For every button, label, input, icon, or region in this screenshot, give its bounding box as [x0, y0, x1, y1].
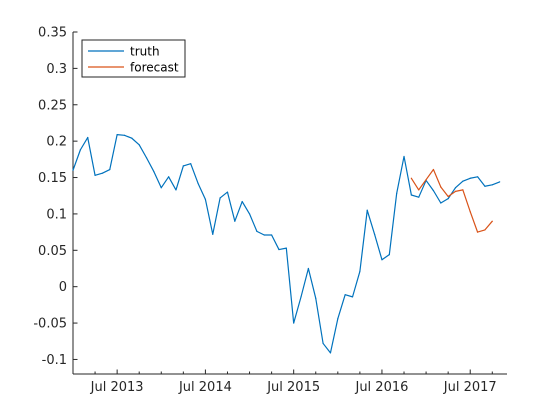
y-tick-label: 0.25 [38, 98, 67, 113]
data-point-truth [226, 191, 229, 193]
data-point-truth [256, 230, 258, 232]
legend-label-forecast: forecast [130, 61, 179, 75]
x-tick-label: Jul 2013 [90, 380, 144, 395]
data-point-truth [403, 155, 405, 158]
legend-box [81, 39, 186, 78]
y-tick-label: 0.2 [46, 135, 67, 150]
data-point-forecast [469, 211, 471, 213]
data-point-truth [168, 176, 170, 178]
data-point-forecast [491, 220, 493, 222]
data-point-truth [329, 352, 332, 354]
data-point-truth [153, 171, 155, 173]
x-tick-label: Jul 2016 [354, 380, 408, 395]
data-point-forecast [410, 177, 412, 179]
data-point-truth [462, 180, 464, 182]
data-point-truth [204, 198, 207, 200]
data-point-truth [87, 136, 89, 139]
data-point-truth [219, 197, 221, 199]
data-point-truth [484, 185, 486, 187]
data-point-truth [123, 134, 126, 136]
data-point-truth [241, 200, 243, 203]
data-point-truth [285, 247, 287, 249]
data-point-truth [432, 190, 435, 192]
data-point-truth [359, 270, 361, 272]
data-point-truth [396, 192, 398, 195]
data-point-truth [190, 163, 192, 165]
data-point-truth [300, 296, 302, 298]
x-tick-label: Jul 2015 [266, 380, 320, 395]
data-point-truth [410, 194, 412, 196]
data-point-forecast [440, 186, 442, 188]
y-tick-label: 0.05 [38, 244, 67, 259]
data-point-truth [145, 157, 148, 159]
data-point-truth [440, 202, 442, 204]
data-point-forecast [484, 229, 486, 231]
data-point-truth [491, 184, 493, 186]
y-tick-label: -0.1 [42, 353, 67, 368]
data-point-truth [351, 296, 354, 298]
data-point-truth [307, 267, 309, 270]
plot-area [73, 32, 507, 374]
data-point-truth [315, 297, 317, 299]
data-point-truth [499, 181, 501, 183]
data-point-truth [263, 234, 265, 236]
data-point-truth [182, 165, 184, 167]
data-point-forecast [476, 231, 479, 233]
data-point-truth [344, 294, 346, 296]
data-point-truth [197, 182, 199, 184]
data-point-truth [271, 234, 273, 236]
data-point-truth [212, 233, 214, 235]
data-point-forecast [462, 189, 464, 191]
legend: truth forecast [81, 39, 186, 78]
legend-label-truth: truth [130, 45, 160, 59]
data-point-truth [175, 189, 177, 191]
data-point-truth [101, 172, 104, 174]
data-point-truth [109, 168, 111, 171]
data-point-truth [234, 220, 236, 222]
data-point-truth [476, 176, 479, 178]
data-point-forecast [425, 179, 427, 181]
data-point-truth [469, 177, 471, 179]
data-point-forecast [432, 168, 435, 171]
data-point-truth [248, 213, 251, 215]
data-point-truth [388, 254, 390, 256]
y-axis-ticks: -0.1 -0.05 0 0.05 0.1 0.15 0.2 0.25 0.3 0.35 [33, 26, 78, 368]
data-point-truth [293, 322, 295, 324]
x-axis-ticks: Jul 2013 Jul 2014 Jul 2015 Jul 2016 Jul 2017 [90, 369, 497, 395]
data-point-truth [138, 144, 140, 146]
data-point-truth [278, 248, 280, 251]
y-tick-label: 0.3 [46, 62, 67, 77]
y-tick-label: 0.35 [38, 26, 67, 41]
x-tick-label: Jul 2017 [443, 380, 497, 395]
x-tick-label: Jul 2014 [178, 380, 232, 395]
series-layer [72, 134, 501, 354]
data-point-forecast [454, 190, 457, 192]
data-point-truth [373, 233, 376, 235]
data-point-truth [94, 174, 96, 176]
y-tick-label: 0.1 [46, 207, 67, 222]
data-point-truth [447, 198, 449, 200]
series-line-forecast [410, 168, 493, 233]
data-point-truth [366, 209, 368, 211]
data-point-forecast [418, 189, 420, 191]
data-point-truth [116, 134, 118, 136]
data-point-truth [381, 259, 383, 261]
data-point-truth [72, 169, 74, 171]
series-truth [72, 134, 501, 354]
y-tick-label: 0.15 [38, 171, 67, 186]
axes-frame [72, 32, 507, 375]
data-point-truth [131, 137, 133, 139]
data-point-truth [454, 187, 457, 189]
data-point-forecast [447, 195, 449, 198]
data-point-truth [79, 149, 81, 151]
y-tick-label: -0.05 [33, 317, 67, 332]
data-point-truth [160, 187, 162, 189]
data-point-truth [337, 318, 339, 320]
series-forecast [410, 168, 493, 233]
data-point-truth [418, 196, 420, 198]
data-point-truth [322, 342, 324, 345]
y-tick-label: 0 [59, 280, 67, 295]
